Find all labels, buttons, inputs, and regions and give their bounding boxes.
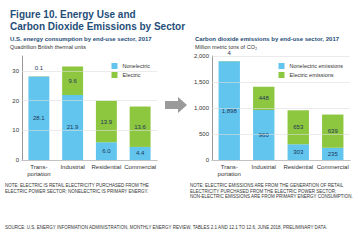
svg-text:9.6: 9.6 — [68, 78, 77, 84]
svg-text:Electric emissions: Electric emissions — [290, 72, 334, 78]
svg-text:10: 10 — [12, 127, 19, 133]
svg-text:Electric: Electric — [122, 72, 140, 78]
svg-text:portation: portation — [218, 171, 241, 177]
svg-text:NON-ELECTRIC EMISSIONS ARE FRO: NON-ELECTRIC EMISSIONS ARE FROM PRIMARY … — [190, 194, 353, 199]
svg-text:960: 960 — [259, 132, 270, 138]
svg-text:2,000: 2,000 — [194, 53, 210, 59]
svg-text:Industrial: Industrial — [60, 164, 84, 170]
svg-text:portation: portation — [27, 171, 50, 177]
svg-text:4.4: 4.4 — [136, 150, 145, 156]
svg-text:Commercial: Commercial — [317, 164, 349, 170]
svg-text:Carbon Dioxide Emissions by Se: Carbon Dioxide Emissions by Sector — [10, 21, 185, 32]
svg-text:Commercial: Commercial — [124, 164, 156, 170]
svg-text:13.9: 13.9 — [101, 119, 113, 125]
svg-text:653: 653 — [293, 124, 304, 130]
svg-text:ELECTRICITY PURCHASED FROM THE: ELECTRICITY PURCHASED FROM THE ELECTRIC … — [190, 189, 338, 194]
svg-text:0.1: 0.1 — [35, 65, 44, 71]
svg-text:30: 30 — [12, 68, 19, 74]
svg-text:Industrial: Industrial — [252, 164, 276, 170]
svg-text:448: 448 — [259, 95, 270, 101]
svg-text:1,898: 1,898 — [221, 107, 237, 114]
svg-text:Quadrillion British thermal un: Quadrillion British thermal units — [10, 44, 86, 50]
svg-text:Nonelectric emissions: Nonelectric emissions — [290, 63, 344, 69]
svg-text:20: 20 — [12, 98, 19, 104]
svg-text:Residential: Residential — [283, 164, 313, 170]
svg-text:Carbon dioxide emissions by en: Carbon dioxide emissions by end-use sect… — [195, 36, 340, 42]
svg-text:NOTE: ELECTRIC EMISSIONS ARE F: NOTE: ELECTRIC EMISSIONS ARE FROM THE GE… — [190, 183, 344, 188]
svg-text:Figure 10. Energy Use and: Figure 10. Energy Use and — [10, 9, 136, 20]
svg-text:28.1: 28.1 — [33, 115, 45, 121]
svg-text:6.0: 6.0 — [102, 148, 111, 154]
svg-text:235: 235 — [328, 151, 339, 157]
svg-text:639: 639 — [328, 128, 339, 134]
svg-text:U.S. energy consumption by end: U.S. energy consumption by end-use secto… — [10, 36, 152, 42]
svg-text:Trans-: Trans- — [30, 164, 47, 170]
svg-text:Million metric tons of CO₂: Million metric tons of CO₂ — [195, 44, 257, 50]
svg-text:13.6: 13.6 — [134, 124, 146, 130]
svg-text:SOURCE: U.S. ENERGY INFORMATIO: SOURCE: U.S. ENERGY INFORMATION ADMINIST… — [5, 225, 327, 230]
svg-text:0: 0 — [206, 157, 210, 163]
svg-text:1,500: 1,500 — [194, 79, 210, 85]
svg-text:4: 4 — [228, 50, 232, 56]
svg-text:0: 0 — [16, 157, 20, 163]
svg-text:ELECTRIC POWER SECTOR; NONELEC: ELECTRIC POWER SECTOR; NONELECTRIC IS PR… — [5, 189, 148, 194]
svg-text:Nonelectric: Nonelectric — [122, 63, 150, 69]
svg-text:500: 500 — [199, 131, 210, 137]
svg-text:Trans-: Trans- — [221, 164, 238, 170]
svg-text:21.9: 21.9 — [67, 124, 79, 130]
svg-text:Residential: Residential — [92, 164, 122, 170]
svg-text:1,000: 1,000 — [194, 105, 210, 111]
svg-text:303: 303 — [293, 149, 304, 155]
svg-text:NOTE: ELECTRIC IS RETAIL ELECT: NOTE: ELECTRIC IS RETAIL ELECTRICITY PUR… — [5, 183, 150, 188]
